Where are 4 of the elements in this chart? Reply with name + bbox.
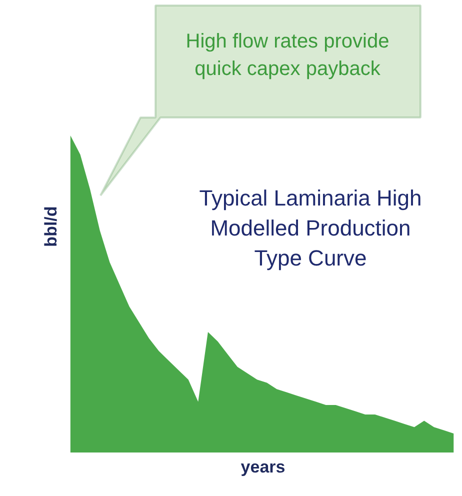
annotation: Typical Laminaria High Modelled Production Type Curve <box>199 186 422 270</box>
y-axis-title: bbl/d <box>42 206 60 247</box>
x-axis-title: years <box>240 458 286 476</box>
text: High flow rates provide quick capex payback <box>186 30 390 80</box>
